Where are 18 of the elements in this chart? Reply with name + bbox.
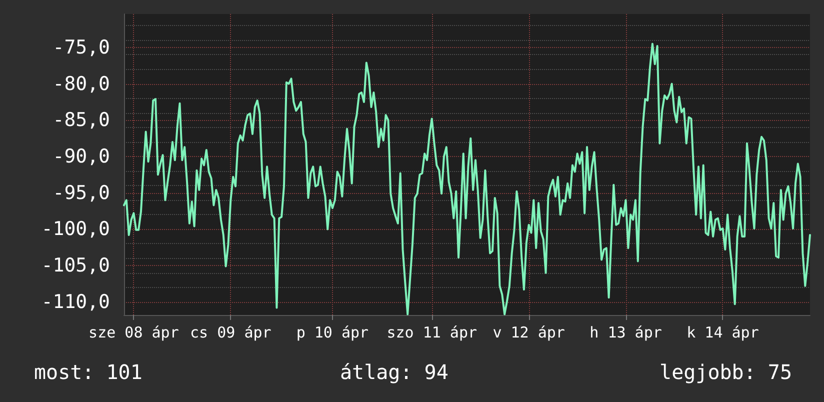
y-tick-label: -95,0 — [52, 182, 110, 204]
y-tick-label: -90,0 — [52, 146, 110, 168]
x-tick-label: sze 08 ápr — [88, 324, 179, 342]
y-tick-label: -105,0 — [41, 254, 110, 277]
x-tick-label: k 14 ápr — [686, 324, 759, 342]
x-tick-label: p 10 ápr — [296, 324, 369, 342]
y-tick-label: -75,0 — [52, 36, 110, 58]
text: most: 101 — [34, 360, 142, 384]
y-tick-label: -110,0 — [41, 290, 110, 313]
y-tick-label: -100,0 — [41, 218, 110, 240]
y-tick-label: -80,0 — [52, 72, 110, 95]
x-tick-label: h 13 ápr — [590, 324, 662, 342]
text: legjobb: 75 — [660, 360, 792, 384]
x-tick-label: szo 11 ápr — [386, 324, 478, 342]
text: átlag: 94 — [340, 360, 448, 384]
x-tick-label: v 12 ápr — [492, 324, 565, 342]
y-tick-label: -85,0 — [52, 109, 110, 132]
x-tick-label: cs 09 ápr — [190, 324, 272, 342]
